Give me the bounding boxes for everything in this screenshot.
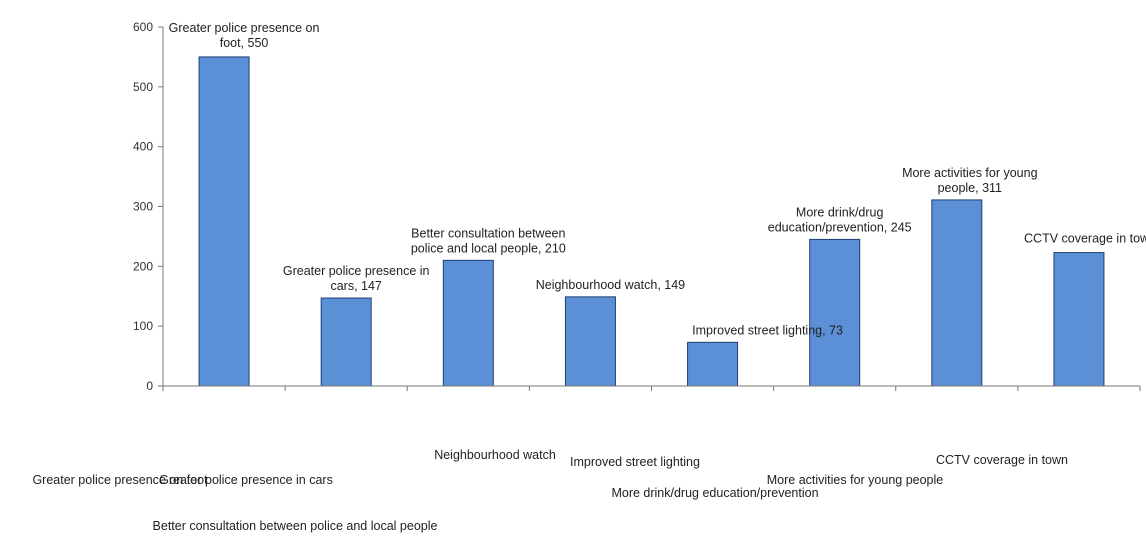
data-label: More activities for young bbox=[902, 166, 1038, 180]
category-label: Greater police presence in cars bbox=[159, 473, 333, 487]
bar bbox=[320, 297, 372, 387]
data-label: Greater police presence on bbox=[169, 21, 320, 35]
bar bbox=[809, 238, 861, 387]
y-tick-label: 200 bbox=[133, 259, 153, 273]
y-tick-label: 400 bbox=[133, 140, 153, 154]
category-label: Greater police presence on foot bbox=[32, 473, 208, 487]
bar bbox=[1053, 252, 1105, 387]
data-label: Better consultation between bbox=[411, 226, 565, 240]
data-label: CCTV coverage in town, 223 bbox=[1024, 232, 1146, 246]
data-label: cars, 147 bbox=[330, 279, 381, 293]
bar bbox=[564, 296, 616, 387]
data-label: education/prevention, 245 bbox=[768, 220, 912, 234]
bars bbox=[198, 56, 1105, 387]
y-tick-label: 100 bbox=[133, 319, 153, 333]
category-label: Better consultation between police and l… bbox=[153, 519, 438, 533]
data-label: police and local people, 210 bbox=[411, 241, 566, 255]
bar bbox=[687, 341, 739, 387]
data-label: Greater police presence in bbox=[283, 264, 430, 278]
data-label: More drink/drug bbox=[796, 205, 884, 219]
bar bbox=[931, 199, 983, 387]
y-tick-label: 300 bbox=[133, 200, 153, 214]
y-tick-label: 0 bbox=[146, 379, 153, 393]
y-tick-label: 600 bbox=[133, 20, 153, 34]
x-axis bbox=[162, 385, 1141, 391]
category-label: Neighbourhood watch bbox=[434, 448, 556, 462]
bar bbox=[442, 259, 494, 387]
y-axis: 0 100 200 300 400 500 600 bbox=[133, 20, 164, 393]
category-label: Improved street lighting bbox=[570, 455, 700, 469]
category-label: More drink/drug education/prevention bbox=[611, 486, 818, 500]
data-label: foot, 550 bbox=[220, 36, 269, 50]
category-label: More activities for young people bbox=[767, 473, 944, 487]
y-tick-label: 500 bbox=[133, 80, 153, 94]
data-label: Neighbourhood watch, 149 bbox=[536, 278, 685, 292]
bar bbox=[198, 56, 250, 387]
data-label: Improved street lighting, 73 bbox=[692, 323, 843, 337]
category-label: CCTV coverage in town bbox=[936, 453, 1068, 467]
data-label: people, 311 bbox=[938, 181, 1002, 195]
